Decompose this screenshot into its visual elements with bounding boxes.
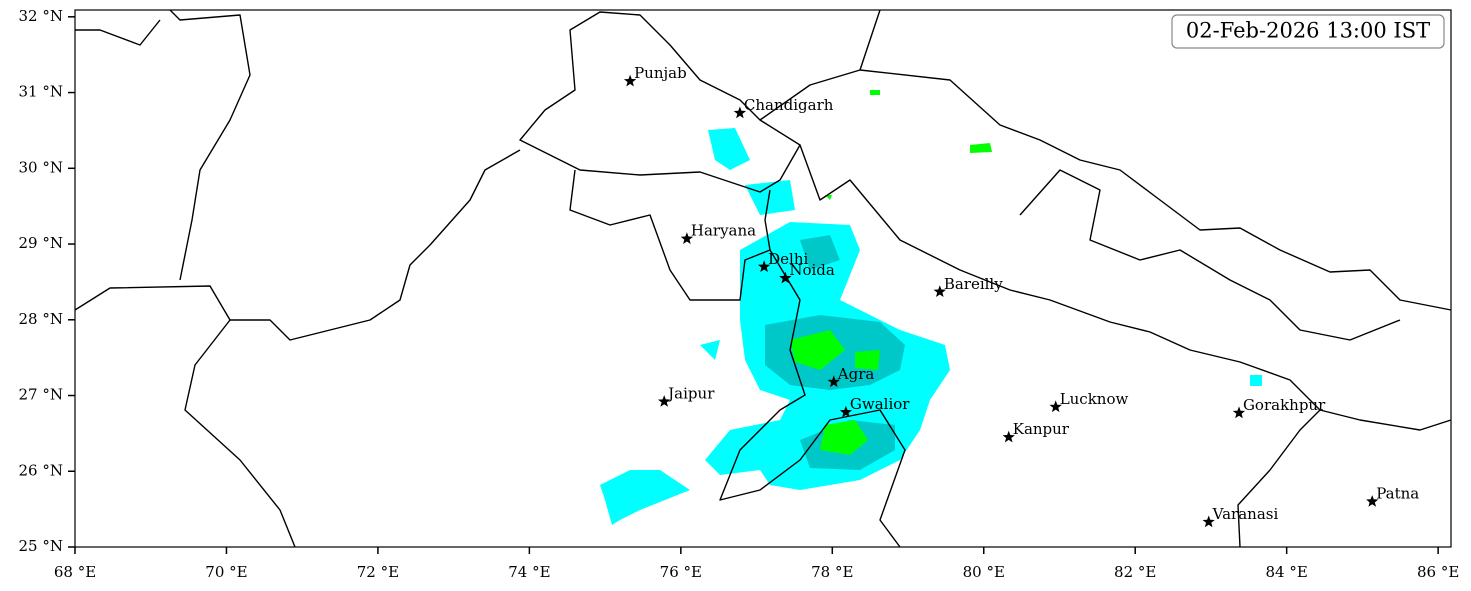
precipitation [600, 90, 1262, 525]
city-label: Jaipur [666, 385, 715, 403]
x-tick-label: 74 °E [508, 563, 550, 581]
x-tick-label: 84 °E [1266, 563, 1308, 581]
y-tick-label: 25 °N [19, 537, 63, 555]
city-marker [1049, 400, 1062, 413]
city-marker [680, 232, 694, 244]
x-tick-label: 82 °E [1114, 563, 1156, 581]
city-marker [623, 74, 637, 87]
city-marker [827, 375, 840, 388]
city-marker [733, 106, 747, 119]
x-tick-label: 76 °E [660, 563, 702, 581]
y-tick-label: 27 °N [19, 386, 63, 404]
y-tick-label: 31 °N [19, 83, 63, 101]
city-marker [1002, 430, 1015, 443]
timestamp-frame [1171, 14, 1445, 49]
city-label: Punjab [634, 64, 687, 82]
city-label: Bareilly [944, 275, 1003, 293]
x-tick-label: 68 °E [54, 563, 96, 581]
boundaries [74, 9, 1452, 548]
y-tick-label: 26 °N [19, 461, 63, 479]
city-label: Agra [837, 365, 875, 383]
city-marker [933, 285, 946, 297]
city-marker [1202, 515, 1215, 528]
city-marker [839, 405, 853, 418]
timestamp: 02-Feb-2026 13:00 IST [1186, 19, 1430, 43]
x-tick-label: 80 °E [963, 563, 1005, 581]
city-label: Gorakhpur [1243, 396, 1326, 414]
city-label: Gwalior [850, 395, 910, 413]
x-tick-label: 72 °E [357, 563, 399, 581]
y-tick-label: 28 °N [19, 310, 63, 328]
x-tick-label: 78 °E [811, 563, 853, 581]
city-label: Kanpur [1013, 420, 1070, 438]
city-label: Delhi [768, 250, 808, 268]
city-marker [779, 271, 792, 284]
x-tick-label: 86 °E [1417, 563, 1459, 581]
city-label: Varanasi [1212, 505, 1279, 523]
y-tick-label: 29 °N [19, 234, 63, 252]
city-label: Lucknow [1060, 390, 1129, 408]
y-tick-label: 32 °N [19, 7, 63, 25]
timestamp-box: 02-Feb-2026 13:00 IST [1171, 14, 1445, 49]
city-label: Noida [789, 261, 835, 279]
x-tick-label: 70 °E [205, 563, 247, 581]
city-marker [1366, 495, 1379, 507]
frame [74, 9, 1452, 548]
city-marker [758, 260, 771, 272]
y-tick-label: 30 °N [19, 158, 63, 176]
city-label: Chandigarh [744, 96, 834, 114]
city-label: Haryana [691, 222, 756, 240]
city-label: Patna [1376, 485, 1419, 503]
city-marker [1232, 406, 1246, 419]
city-marker [658, 395, 671, 407]
